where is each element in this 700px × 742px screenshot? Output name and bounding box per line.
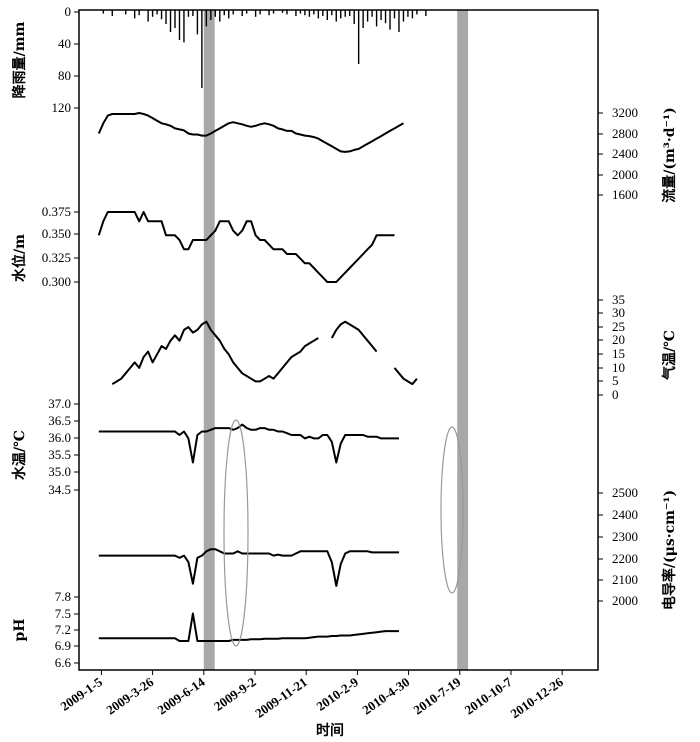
annotation-ellipses — [223, 419, 464, 647]
watertemp-tick-label: 37.0 — [48, 396, 71, 411]
ec-tick-label: 2400 — [612, 507, 638, 522]
rain-axis-title: 降雨量/mm — [11, 21, 28, 98]
ec-axis-title: 电导率/(μs·cm⁻¹) — [661, 490, 678, 610]
airtemp-tick-label: 5 — [612, 373, 619, 388]
series-lines — [97, 10, 427, 642]
ph-tick-label: 7.2 — [55, 622, 71, 637]
ec-series-line — [98, 548, 399, 587]
x-tick-label: 2009-6-14 — [155, 674, 208, 718]
flow-tick-label: 1600 — [612, 187, 638, 202]
annotation-ellipse-2 — [440, 426, 464, 594]
ph-tick-label: 7.8 — [55, 589, 71, 604]
ph-tick-label: 7.5 — [55, 606, 71, 621]
ph-tick-label: 6.9 — [55, 638, 71, 653]
flow-tick-label: 3200 — [612, 105, 638, 120]
x-tick-label: 2010-7-19 — [411, 674, 464, 718]
watertemp-series-line — [98, 423, 399, 464]
level-tick-label: 0.300 — [42, 274, 71, 289]
airtemp-series-line — [111, 320, 418, 386]
airtemp-tick-label: 25 — [612, 319, 625, 334]
airtemp-axis-title: 气温/℃ — [661, 330, 678, 381]
highlight-band-1 — [203, 10, 215, 670]
level-tick-label: 0.350 — [42, 226, 71, 241]
flow-axis-title: 流量/(m³·d⁻¹) — [661, 107, 678, 203]
x-tick-label: 2009-1-5 — [57, 674, 105, 714]
watertemp-tick-label: 35.0 — [48, 464, 71, 479]
highlight-bands — [203, 10, 469, 670]
flow-tick-label: 2400 — [612, 146, 638, 161]
annotation-ellipse-1 — [223, 419, 249, 647]
axes: 0 40 80 120 降雨量/mm 3200 2800 2400 2000 1600 流量/(m³… — [11, 4, 678, 670]
airtemp-tick-label: 20 — [612, 332, 625, 347]
x-tick-label: 2009-3-26 — [103, 674, 156, 718]
ph-series-line — [98, 612, 399, 642]
rain-tick-label: 120 — [52, 100, 72, 115]
x-tick-label: 2010-12-26 — [508, 674, 567, 721]
x-tick-label: 2009-11-21 — [252, 674, 310, 721]
airtemp-tick-label: 0 — [612, 387, 619, 402]
ec-tick-label: 2100 — [612, 572, 638, 587]
watertemp-tick-label: 36.5 — [48, 413, 71, 428]
ec-tick-label: 2500 — [612, 485, 638, 500]
flow-series-line — [97, 112, 404, 153]
watertemp-tick-label: 35.5 — [48, 447, 71, 462]
highlight-band-2 — [457, 10, 469, 670]
ph-tick-label: 6.6 — [55, 655, 72, 670]
ph-axis-title: pH — [12, 618, 28, 641]
ec-tick-label: 2200 — [612, 551, 638, 566]
airtemp-tick-label: 10 — [612, 360, 625, 375]
watertemp-tick-label: 36.0 — [48, 430, 71, 445]
watertemp-tick-label: 34.5 — [48, 482, 71, 497]
flow-tick-label: 2000 — [612, 167, 638, 182]
ec-tick-label: 2300 — [612, 529, 638, 544]
level-axis-title: 水位/m — [11, 234, 28, 282]
level-tick-label: 0.325 — [42, 250, 71, 265]
rain-tick-label: 0 — [65, 4, 72, 19]
x-tick-label: 2010-4-30 — [359, 674, 412, 717]
watertemp-axis-title: 水温/℃ — [11, 430, 28, 480]
x-tick-label: 2010-2-9 — [313, 674, 361, 714]
x-axis-title: 时间 — [316, 722, 344, 739]
airtemp-tick-label: 15 — [612, 346, 625, 361]
rain-tick-label: 40 — [58, 36, 71, 51]
level-series-line — [97, 211, 395, 283]
level-tick-label: 0.375 — [42, 204, 71, 219]
ec-tick-label: 2000 — [612, 593, 638, 608]
airtemp-tick-label: 30 — [612, 305, 625, 320]
airtemp-tick-label: 35 — [612, 292, 625, 307]
flow-tick-label: 2800 — [612, 126, 638, 141]
rain-tick-label: 80 — [58, 68, 71, 83]
x-tick-label: 2010-10-7 — [462, 674, 515, 718]
